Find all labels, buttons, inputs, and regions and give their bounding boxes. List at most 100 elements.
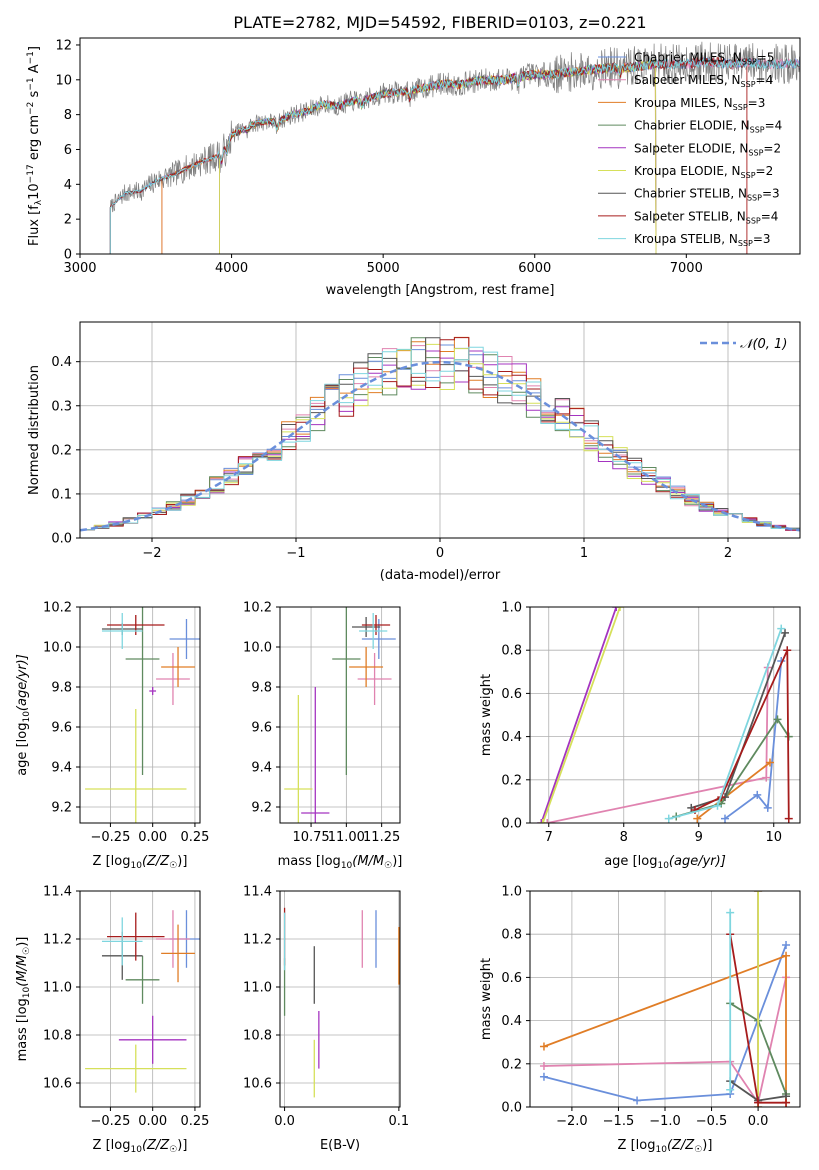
legend-label-eq: =2 — [756, 164, 774, 178]
weight-marker — [726, 1085, 735, 1094]
legend-label-sub: SSP — [733, 103, 748, 112]
mass-age-panel-frame — [279, 606, 401, 824]
residual-ylabel: Normed distribution — [27, 365, 42, 495]
y-tick-label: 10.6 — [243, 1077, 272, 1092]
weight-marker — [538, 819, 547, 823]
z-mass-panel-frame — [79, 890, 201, 1108]
legend-label-sub: SSP — [748, 148, 763, 157]
label-part: Z [log — [93, 854, 131, 869]
legend-label-text: Salpeter ELODIE, N — [634, 141, 748, 155]
weight-marker — [543, 819, 552, 823]
x-tick-label: 7 — [545, 830, 553, 845]
legend-label-sub: SSP — [738, 239, 753, 248]
y-tick-label: 0.4 — [501, 1014, 522, 1029]
y-tick-label: 0 — [64, 248, 72, 263]
legend-label: Kroupa ELODIE, NSSP=2 — [634, 164, 773, 180]
weight-marker — [773, 715, 782, 724]
y-tick-label: 11.2 — [43, 933, 72, 948]
legend-label-eq: =4 — [761, 209, 779, 223]
label-sub: 10 — [655, 1145, 667, 1155]
y-tick-label: 10.2 — [43, 601, 72, 616]
y-tick-label: 10.8 — [243, 1029, 272, 1044]
label-part: (age/yr)] — [15, 654, 30, 711]
weight-marker — [784, 814, 793, 823]
residual-legend: 𝒩(0, 1) — [700, 337, 787, 352]
y-tick-label: 10.6 — [43, 1077, 72, 1092]
label-part: (Z/Z — [142, 854, 170, 869]
y-tick-label: 0.6 — [501, 971, 522, 986]
z-mass-ylabel: mass [log10(M/M☉)] — [15, 937, 32, 1062]
weight-line-salpeter-stelib — [694, 649, 790, 819]
y-tick-label: 11.4 — [43, 885, 72, 900]
weight-marker — [539, 1072, 548, 1081]
label-part: )] — [15, 937, 30, 947]
x-tick-label: 11.25 — [363, 830, 400, 845]
weight-marker — [782, 941, 791, 949]
label-part: mass [log — [278, 854, 341, 869]
ebv-mass-panel-frame — [279, 890, 401, 1108]
z-mass-panel-plot — [80, 891, 200, 1107]
label-part: Z [log — [93, 1138, 131, 1153]
weight-line-kroupa-elodie — [541, 607, 621, 823]
x-tick-label: 0.00 — [138, 1114, 167, 1129]
weight-marker — [612, 607, 621, 611]
x-tick-label: 0.25 — [180, 830, 209, 845]
label-sub: 10 — [657, 861, 669, 871]
ebv-mass-panel-plot — [280, 891, 400, 1107]
weight-marker — [781, 628, 789, 637]
y-tick-label: 9.2 — [251, 801, 272, 816]
x-tick-label: 5000 — [367, 261, 400, 276]
legend-label-sub: SSP — [750, 126, 765, 135]
x-tick-label: 2 — [724, 546, 732, 561]
y-tick-label: 0.6 — [501, 687, 522, 702]
y-tick-label: 2 — [64, 213, 72, 228]
x-tick-label: 1 — [580, 546, 588, 561]
weight-marker — [691, 806, 699, 815]
z-weight-panel: −2.0 −1.5 −1.0 −0.5 0.0 0.0 0.2 0.4 0.6 0.8 1.0 — [501, 885, 801, 1129]
legend-label: Kroupa MILES, NSSP=3 — [634, 96, 765, 112]
y-tick-label: 0.1 — [51, 487, 72, 502]
x-tick-label: 0.00 — [138, 830, 167, 845]
y-tick-label: 4 — [64, 178, 72, 193]
x-tick-label: −2 — [142, 546, 161, 561]
legend-label-sub: SSP — [741, 80, 756, 89]
x-tick-label: −1.0 — [649, 1114, 681, 1129]
weight-marker — [537, 819, 546, 823]
label-part: (M/M — [15, 955, 30, 987]
x-tick-label: 7000 — [670, 261, 703, 276]
x-tick-label: 11.00 — [328, 830, 365, 845]
legend-label-eq: =5 — [757, 51, 775, 65]
weight-marker — [726, 908, 735, 917]
legend-label-text: Chabrier ELODIE, N — [634, 119, 750, 133]
legend-label-text: Kroupa MILES, N — [634, 96, 733, 110]
y-tick-label: 0.4 — [501, 730, 522, 745]
y-tick-label: 11.2 — [243, 933, 272, 948]
y-tick-label: 0.2 — [51, 443, 72, 458]
x-tick-label: −0.25 — [91, 830, 131, 845]
x-tick-label: 0.25 — [180, 1114, 209, 1129]
label-sub: ☉ — [694, 1145, 702, 1155]
residual-panel: −2 −1 0 1 2 0.0 0.1 0.2 0.3 0.4 (data-model)/erro… — [27, 321, 801, 583]
weight-marker — [616, 607, 624, 611]
weight-marker — [754, 891, 763, 895]
z-mass-panel: −0.25 0.00 0.25 10.6 10.8 11.0 11.2 11.4 — [43, 885, 209, 1130]
weight-marker — [782, 1098, 791, 1107]
label-sub: 10 — [130, 1145, 142, 1155]
y-tick-label: 0.0 — [501, 1101, 522, 1116]
age-weight-ylabel: mass weight — [479, 674, 494, 756]
x-tick-label: 0.0 — [748, 1114, 769, 1129]
weight-marker — [753, 790, 762, 799]
legend-label-eq: =4 — [765, 119, 783, 133]
label-part: (Z/Z — [667, 1138, 695, 1153]
legend-label: Chabrier MILES, NSSP=5 — [634, 51, 774, 67]
age-weight-panel-plot — [530, 607, 800, 823]
weight-line-salpeter-elodie — [540, 607, 618, 823]
legend-label: Kroupa STELIB, NSSP=3 — [634, 232, 771, 248]
weight-line-chabrier-miles — [724, 660, 783, 820]
y-tick-label: 11.0 — [43, 981, 72, 996]
legend-label-eq: =3 — [762, 187, 780, 201]
legend-label: Salpeter ELODIE, NSSP=2 — [634, 141, 781, 157]
y-tick-label: 0.2 — [501, 1057, 522, 1072]
